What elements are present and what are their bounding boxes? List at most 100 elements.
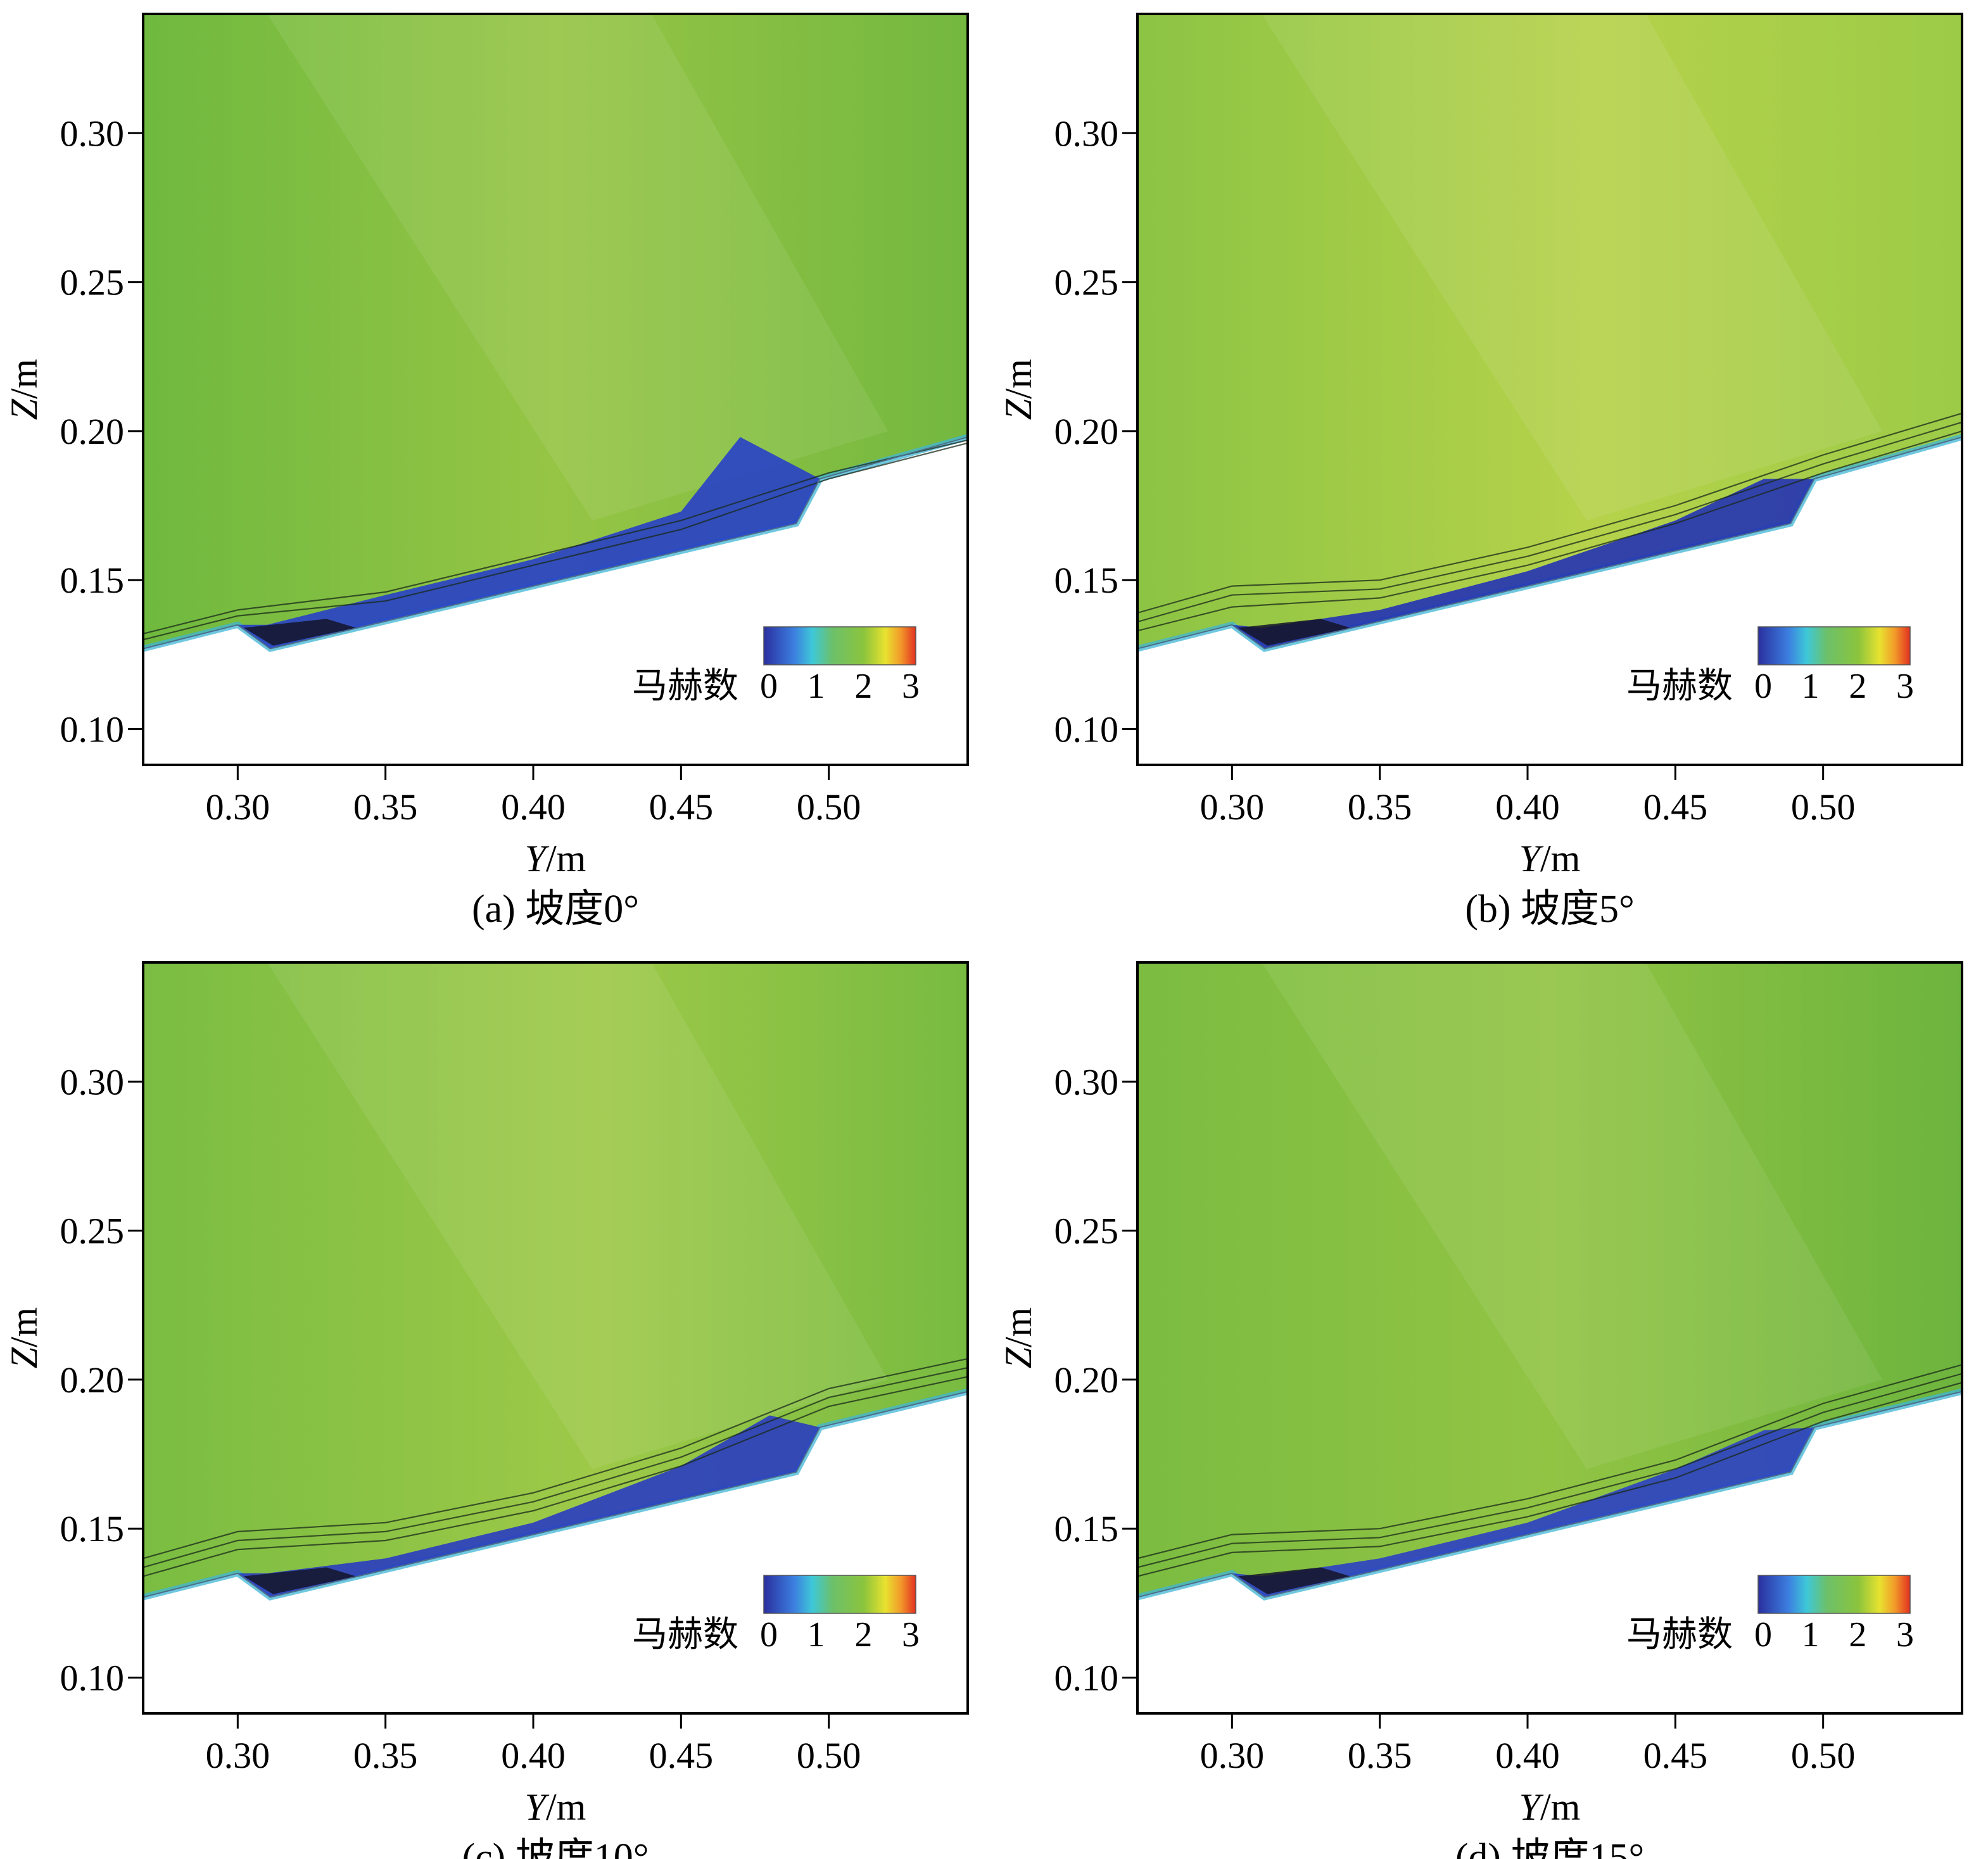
plot-area	[143, 962, 968, 1601]
panel-b: 0.30 0.35 0.40 0.45 0.50 0.10 0.15 0.20 0.25 0.30…	[997, 13, 1963, 931]
x-axis-label: Y/m	[525, 838, 586, 879]
y-axis-label: Z/m	[3, 1308, 45, 1369]
y-axis-unit: /m	[3, 359, 45, 399]
colorbar-frame	[1757, 1575, 1911, 1614]
colorbar-tick-label: 3	[1896, 1615, 1914, 1654]
y-tick-label: 0.10	[60, 1658, 125, 1699]
axes-frame	[1136, 961, 1963, 1715]
y-tick-label: 0.30	[1054, 113, 1119, 154]
colorbar-tick-label: 3	[902, 1615, 920, 1654]
panel-caption: (a) 坡度0°	[472, 888, 639, 931]
y-tick-label: 0.20	[1054, 1359, 1119, 1401]
colorbar-tick-label: 3	[1896, 667, 1914, 706]
colorbar: 0 1 2 3 马赫数	[632, 626, 920, 706]
streamline-1	[1137, 412, 1962, 614]
streamline-1	[143, 1358, 968, 1560]
expansion-band	[267, 14, 888, 521]
plot-area	[1137, 962, 1962, 1601]
y-axis-var: Z	[997, 398, 1039, 420]
streamline-1	[1137, 1364, 1962, 1560]
y-axis-var: Z	[3, 398, 45, 420]
y-tick-label: 0.25	[60, 1211, 125, 1252]
wall-outline	[1137, 436, 1962, 650]
y-tick-label: 0.15	[1054, 560, 1119, 601]
separation-region	[237, 437, 820, 649]
x-axis-label: Y/m	[525, 1786, 586, 1828]
colorbar: 0 1 2 3 马赫数	[632, 1575, 920, 1654]
y-axis-label: Z/m	[997, 359, 1039, 420]
colorbar-label: 马赫数	[632, 667, 738, 706]
panel-a: 0.30 0.35 0.40 0.45 0.50 0.10 0.15 0.20 0.25 0.30…	[3, 13, 969, 931]
x-tick-label: 0.50	[797, 786, 861, 828]
y-tick-label: 0.30	[60, 1061, 125, 1102]
x-tick-label: 0.30	[206, 1735, 270, 1776]
streamline-2	[143, 442, 968, 641]
x-tick-label: 0.50	[1791, 1735, 1856, 1776]
streamline-3	[143, 1376, 968, 1577]
expansion-band	[1262, 14, 1882, 521]
streamline-1	[143, 439, 968, 634]
streamline-2	[143, 1367, 968, 1568]
x-axis-var: Y	[525, 1786, 550, 1828]
plot-area	[1137, 14, 1962, 652]
colorbar-gradient	[1758, 1575, 1910, 1613]
colorbar-label: 马赫数	[1626, 667, 1733, 706]
y-tick-label: 0.20	[60, 1359, 125, 1401]
colorbar-gradient	[764, 627, 916, 665]
x-tick-label: 0.40	[1495, 1735, 1560, 1776]
x-axis-unit: /m	[1540, 1786, 1580, 1828]
streamline-3	[1137, 1382, 1962, 1577]
recirculation-core	[1238, 619, 1350, 646]
x-tick-label: 0.50	[1791, 786, 1856, 828]
x-axis-label: Y/m	[1519, 1786, 1581, 1828]
colorbar-tick-label: 2	[1849, 1615, 1866, 1654]
wall-outline	[143, 436, 968, 650]
colorbar-tick-label: 0	[760, 667, 778, 706]
colorbar-gradient	[764, 1575, 916, 1613]
x-axis-unit: /m	[1540, 838, 1580, 879]
plot-area	[143, 14, 968, 652]
colorbar-frame	[763, 626, 916, 665]
x-tick-label: 0.50	[797, 1735, 861, 1776]
panel-c: 0.30 0.35 0.40 0.45 0.50 0.10 0.15 0.20 0.25 0.30…	[3, 961, 969, 1859]
colorbar-tick-label: 1	[1802, 667, 1820, 706]
colorbar-tick-label: 2	[1849, 667, 1866, 706]
streamline-2	[1137, 1373, 1962, 1568]
wall-outline	[1137, 1390, 1962, 1598]
y-tick-label: 0.15	[1054, 1508, 1119, 1549]
colorbar-tick-label: 3	[902, 667, 920, 706]
colorbar-tick-label: 1	[807, 667, 825, 706]
y-tick-label: 0.20	[1054, 411, 1119, 452]
colorbar-tick-label: 0	[1754, 667, 1772, 706]
axes-frame	[1136, 13, 1963, 766]
x-tick-label: 0.35	[1348, 786, 1412, 828]
expansion-band	[267, 962, 888, 1470]
panel-d: 0.30 0.35 0.40 0.45 0.50 0.10 0.15 0.20 0.25 0.30…	[997, 961, 1963, 1859]
y-axis-label: Z/m	[3, 359, 45, 420]
colorbar-frame	[1757, 626, 1911, 665]
axes-frame	[142, 961, 969, 1715]
y-tick-label: 0.20	[60, 411, 125, 452]
colorbar-label: 马赫数	[1626, 1615, 1733, 1654]
y-axis-unit: /m	[997, 359, 1039, 399]
y-tick-label: 0.10	[1054, 709, 1119, 750]
x-tick-label: 0.40	[501, 786, 566, 828]
recirculation-core	[243, 619, 356, 646]
y-tick-label: 0.10	[60, 709, 125, 750]
recirculation-core	[243, 1567, 356, 1594]
x-tick-label: 0.45	[1643, 786, 1708, 828]
streamline-3	[1137, 430, 1962, 632]
x-axis-unit: /m	[546, 1786, 586, 1828]
x-axis-var: Y	[525, 838, 550, 879]
axes-frame	[142, 13, 969, 766]
y-tick-label: 0.30	[60, 113, 125, 154]
x-tick-label: 0.45	[649, 786, 714, 828]
colorbar-tick-label: 1	[807, 1615, 825, 1654]
colorbar-tick-label: 0	[760, 1615, 778, 1654]
x-axis-var: Y	[1519, 1786, 1544, 1828]
y-axis-var: Z	[3, 1347, 45, 1368]
colorbar-tick-label: 2	[854, 667, 872, 706]
colorbar: 0 1 2 3 马赫数	[1626, 626, 1914, 706]
x-tick-label: 0.45	[649, 1735, 714, 1776]
